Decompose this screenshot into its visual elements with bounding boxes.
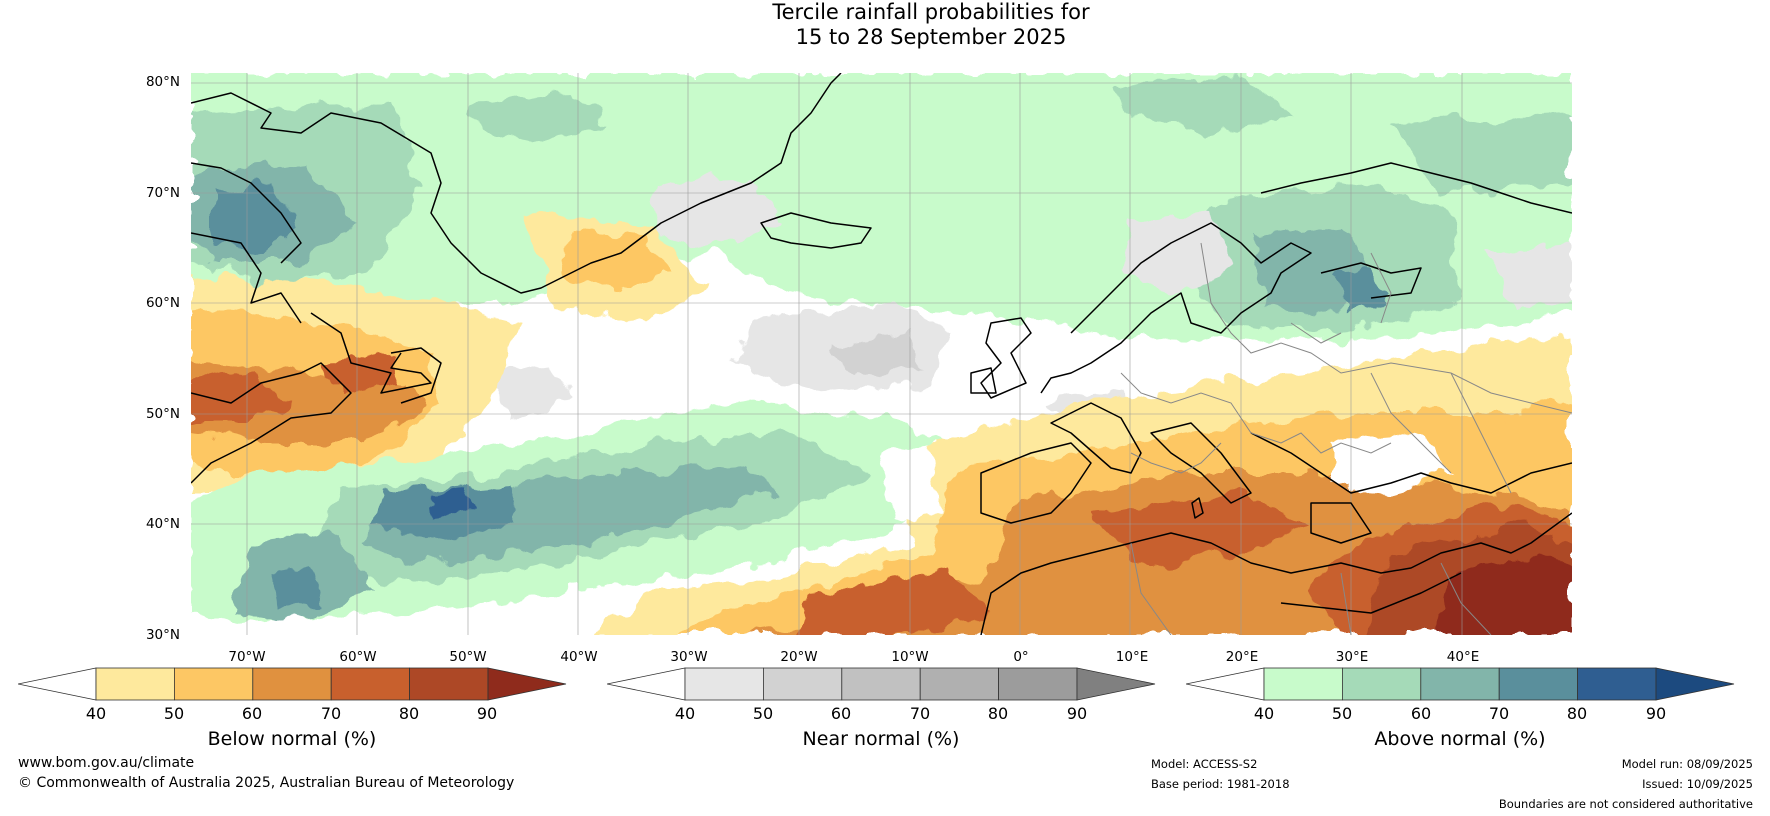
colorbar-segment [919,667,1000,701]
colorbar-segment [173,667,254,701]
colorbar-min-extension [607,667,686,701]
map-title: Tercile rainfall probabilities for 15 to… [0,0,1770,50]
coastlines [191,73,1572,635]
lat-label-50n: 50°N [145,406,180,422]
colorbar-near-normal [607,667,1156,701]
footer-copyright: © Commonwealth of Australia 2025, Austra… [18,775,515,791]
footer-issued: Issued: 10/09/2025 [1642,777,1753,791]
above-tick-40: 40 [1253,704,1275,723]
colorbar-above-normal [1186,667,1735,701]
below-tick-40: 40 [85,704,107,723]
lon-label-70w: 70°W [228,649,266,665]
below-normal-label: Below normal (%) [207,728,377,750]
colorbar-max-extension [487,667,567,701]
lon-label-30e: 30°E [1335,649,1369,665]
lon-label-10w: 10°W [891,649,929,665]
below-tick-50: 50 [163,704,185,723]
colorbar-segment [252,667,332,701]
colorbar-max-extension [1655,667,1735,701]
footer-site-link[interactable]: www.bom.gov.au/climate [18,755,195,771]
near-tick-90: 90 [1066,704,1088,723]
near-normal-label: Near normal (%) [802,728,960,750]
title-line-2: 15 to 28 September 2025 [795,25,1067,49]
colorbar-segment [1420,667,1500,701]
near-tick-40: 40 [674,704,696,723]
lon-label-60w: 60°W [339,649,377,665]
above-normal-label: Above normal (%) [1374,728,1546,750]
colorbar-min-extension [1186,667,1265,701]
colorbar-segment [998,667,1078,701]
lon-label-40w: 40°W [560,649,598,665]
lat-label-30n: 30°N [145,627,180,643]
colorbar-segment [1498,667,1579,701]
colorbar-max-extension [1076,667,1156,701]
lat-label-80n: 80°N [145,74,180,90]
lon-label-20e: 20°E [1225,649,1259,665]
lon-label-20w: 20°W [780,649,818,665]
near-tick-80: 80 [987,704,1009,723]
below-tick-90: 90 [476,704,498,723]
country-borders [1120,242,1572,635]
colorbar-segment [1577,667,1657,701]
probability-fields [191,73,1572,635]
colorbar-segment [1263,667,1343,701]
lon-label-50w: 50°W [449,649,487,665]
above-tick-90: 90 [1645,704,1667,723]
rainfall-probability-map [191,73,1572,635]
below-tick-60: 60 [241,704,263,723]
map-svg [191,73,1572,635]
colorbar-segment [1341,667,1422,701]
below-tick-80: 80 [398,704,420,723]
lon-label-40e: 40°E [1446,649,1480,665]
above-tick-70: 70 [1488,704,1510,723]
graticule [191,73,1572,635]
near-tick-60: 60 [830,704,852,723]
colorbar-segment [841,667,921,701]
lat-label-40n: 40°N [145,516,180,532]
colorbar-segment [95,667,175,701]
above-tick-50: 50 [1331,704,1353,723]
lat-label-70n: 70°N [145,185,180,201]
lat-label-60n: 60°N [145,295,180,311]
lon-label-10e: 10°E [1115,649,1149,665]
footer-disclaimer: Boundaries are not considered authoritat… [1498,797,1753,811]
footer-base-period: Base period: 1981-2018 [1151,777,1290,791]
below-tick-70: 70 [320,704,342,723]
colorbar-below-normal [18,667,567,701]
colorbar-segment [330,667,411,701]
near-tick-50: 50 [752,704,774,723]
colorbar-segment [762,667,843,701]
lon-label-30w: 30°W [670,649,708,665]
lon-label-0: 0° [1013,649,1029,665]
colorbar-segment [684,667,764,701]
above-tick-60: 60 [1410,704,1432,723]
above-tick-80: 80 [1566,704,1588,723]
colorbar-min-extension [18,667,97,701]
near-tick-70: 70 [909,704,931,723]
colorbar-segment [409,667,489,701]
title-line-1: Tercile rainfall probabilities for [772,0,1090,24]
footer-model: Model: ACCESS-S2 [1151,757,1258,771]
footer-model-run: Model run: 08/09/2025 [1621,757,1753,771]
